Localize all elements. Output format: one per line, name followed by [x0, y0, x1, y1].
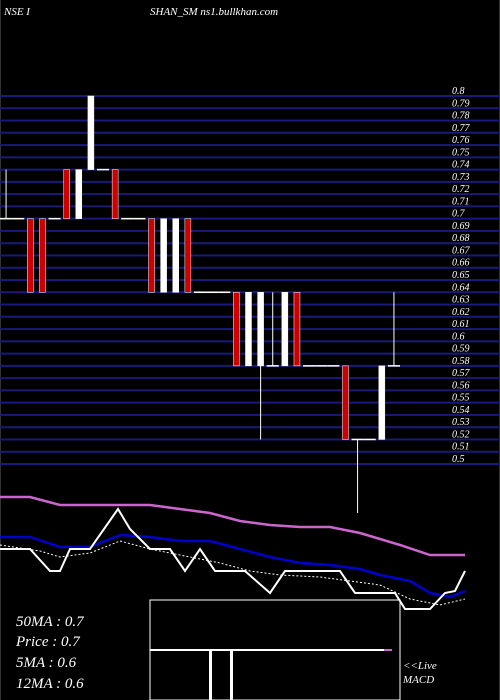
candle-up — [172, 218, 180, 293]
y-tick-label: 0.51 — [452, 442, 470, 453]
y-tick-label: 0.66 — [452, 258, 470, 269]
y-tick-label: 0.68 — [452, 233, 470, 244]
y-tick-label: 0.7 — [452, 209, 466, 220]
live-label: <<Live — [403, 660, 437, 672]
y-tick-labels: 0.80.79 0.780.770.760.75 0.740.730.720.71 0… — [452, 86, 471, 465]
y-tick-label: 0.74 — [452, 160, 470, 171]
macd-bar-1 — [209, 650, 212, 700]
candle-down — [39, 218, 46, 293]
y-tick-label: 0.54 — [452, 405, 470, 416]
candle-up — [160, 218, 167, 293]
y-tick-label: 0.65 — [452, 270, 470, 281]
ma-dotted-line — [0, 540, 466, 606]
chart-title: SHAN_SM ns1.bullkhan.com — [150, 6, 279, 18]
candle-down — [184, 218, 192, 293]
moving-average-lines — [0, 495, 466, 610]
y-tick-label: 0.53 — [452, 417, 470, 428]
y-tick-label: 0.67 — [452, 245, 471, 256]
exchange-label: NSE I — [4, 6, 30, 18]
stat-12ma: 12MA : 0.6 — [16, 676, 84, 692]
y-tick-label: 0.59 — [452, 344, 470, 355]
macd-bar-2 — [230, 650, 233, 700]
price-gridlines — [0, 95, 500, 465]
y-tick-label: 0.64 — [452, 282, 470, 293]
y-tick-label: 0.56 — [452, 380, 470, 391]
y-tick-label: 0.62 — [452, 307, 470, 318]
y-tick-label: 0.5 — [452, 454, 465, 465]
candle-up — [75, 169, 83, 219]
y-tick-label: 0.75 — [452, 147, 470, 158]
stat-50ma: 50MA : 0.7 — [16, 614, 84, 630]
y-tick-label: 0.69 — [452, 221, 470, 232]
candle-up — [87, 95, 95, 170]
macd-panel — [149, 599, 401, 700]
candle-down — [27, 218, 34, 293]
stat-price: Price : 0.7 — [16, 634, 80, 650]
y-tick-label: 0.73 — [452, 172, 470, 183]
y-tick-label: 0.79 — [452, 98, 470, 109]
y-tick-label: 0.55 — [452, 393, 470, 404]
stat-5ma: 5MA : 0.6 — [16, 655, 77, 671]
candle-up — [281, 292, 289, 367]
ma-blue-line — [0, 533, 466, 599]
candle-up — [378, 365, 386, 440]
y-tick-label: 0.72 — [452, 184, 470, 195]
y-tick-label: 0.78 — [452, 111, 470, 122]
y-tick-label: 0.63 — [452, 295, 470, 306]
y-tick-label: 0.76 — [452, 135, 470, 146]
candle-down — [342, 365, 349, 440]
ma-pink-line — [0, 495, 465, 557]
y-tick-label: 0.8 — [452, 86, 465, 97]
candle-down — [293, 292, 301, 367]
candle-down — [233, 292, 240, 367]
y-tick-label: 0.77 — [452, 123, 471, 134]
y-tick-label: 0.6 — [452, 331, 465, 342]
y-tick-label: 0.57 — [452, 368, 471, 379]
macd-label: MACD — [403, 674, 435, 686]
candle-up — [245, 292, 252, 367]
candles — [0, 95, 400, 514]
candle-down — [111, 169, 119, 219]
candle-down — [148, 218, 155, 293]
candle-down — [63, 169, 70, 219]
y-tick-label: 0.52 — [452, 429, 470, 440]
y-tick-label: 0.71 — [452, 196, 470, 207]
y-tick-label: 0.58 — [452, 356, 470, 367]
ma-white-line — [0, 507, 466, 610]
candle-up — [257, 292, 264, 367]
y-tick-label: 0.61 — [452, 319, 470, 330]
